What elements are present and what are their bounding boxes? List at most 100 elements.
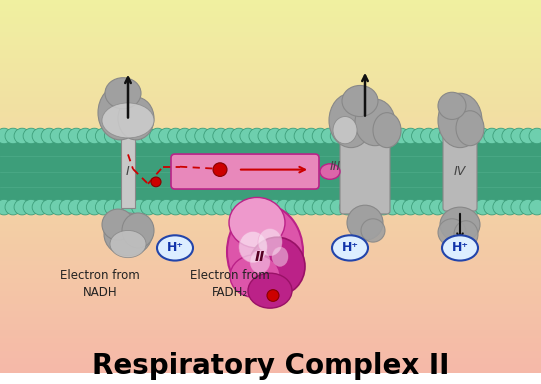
Circle shape [412,128,427,144]
Bar [0,114,541,116]
Bar [0,295,541,296]
FancyBboxPatch shape [340,129,390,214]
Bar [0,89,541,91]
Bar [0,116,541,118]
Bar [0,71,541,73]
Bar [0,78,541,80]
Ellipse shape [320,164,340,179]
Bar [0,367,541,369]
Bar [0,147,541,149]
Bar [0,54,541,56]
Bar [0,278,541,280]
Circle shape [276,128,292,144]
Circle shape [430,199,446,215]
Circle shape [213,199,229,215]
Bar [0,161,541,162]
Bar [0,364,541,366]
Circle shape [122,128,138,144]
Bar [0,175,541,177]
Ellipse shape [98,86,142,140]
Circle shape [68,128,84,144]
Ellipse shape [347,205,383,240]
Bar [0,198,541,200]
Bar [0,153,541,155]
Bar [0,263,541,265]
Text: Electron from
FADH₂: Electron from FADH₂ [190,269,270,299]
Ellipse shape [230,255,280,298]
Circle shape [122,199,138,215]
Circle shape [249,199,265,215]
Circle shape [457,199,473,215]
Circle shape [177,128,193,144]
Ellipse shape [102,103,154,138]
Text: IV: IV [454,165,466,178]
Bar [0,138,541,140]
Bar [0,302,541,304]
Bar [0,231,541,233]
Bar [0,319,541,321]
Ellipse shape [438,92,466,119]
Circle shape [249,128,265,144]
Bar [0,336,541,338]
Bar [0,289,541,291]
Bar [0,30,541,32]
Circle shape [339,199,355,215]
Bar [0,276,541,278]
Bar [0,196,541,198]
Bar [0,112,541,114]
Bar [0,151,541,153]
Bar [0,213,541,214]
Ellipse shape [105,78,141,109]
Bar [0,6,541,7]
Ellipse shape [110,230,146,258]
Ellipse shape [239,232,267,263]
Circle shape [23,128,39,144]
Circle shape [168,199,183,215]
Bar [0,140,541,142]
Bar [0,261,541,263]
Circle shape [520,199,536,215]
Bar [0,91,541,93]
Circle shape [114,128,129,144]
Circle shape [321,199,337,215]
Ellipse shape [248,273,292,308]
Circle shape [285,199,301,215]
Circle shape [366,199,382,215]
Circle shape [240,199,256,215]
Circle shape [403,199,419,215]
Circle shape [511,199,527,215]
Bar [0,131,541,132]
Bar [0,155,541,157]
Circle shape [231,128,247,144]
Circle shape [502,199,518,215]
Circle shape [104,199,121,215]
Circle shape [5,128,21,144]
Circle shape [267,128,283,144]
Bar [0,220,541,222]
Bar [0,229,541,231]
Circle shape [511,128,527,144]
Text: H⁺: H⁺ [452,242,469,255]
Bar [0,226,541,227]
Ellipse shape [456,111,484,146]
Bar [0,211,541,213]
Bar [0,265,541,266]
Bar [0,330,541,332]
Bar [0,50,541,52]
Bar [0,73,541,74]
Bar [0,239,541,240]
Bar [0,257,541,259]
Bar [0,35,541,37]
Bar [0,252,541,253]
Bar [0,63,541,65]
Bar [0,146,541,147]
Bar [0,268,541,270]
Bar [0,46,541,48]
Ellipse shape [438,93,482,147]
Bar [0,248,541,250]
Circle shape [330,128,346,144]
Bar [0,104,541,106]
Circle shape [95,199,111,215]
Ellipse shape [332,235,368,261]
Circle shape [312,199,328,215]
